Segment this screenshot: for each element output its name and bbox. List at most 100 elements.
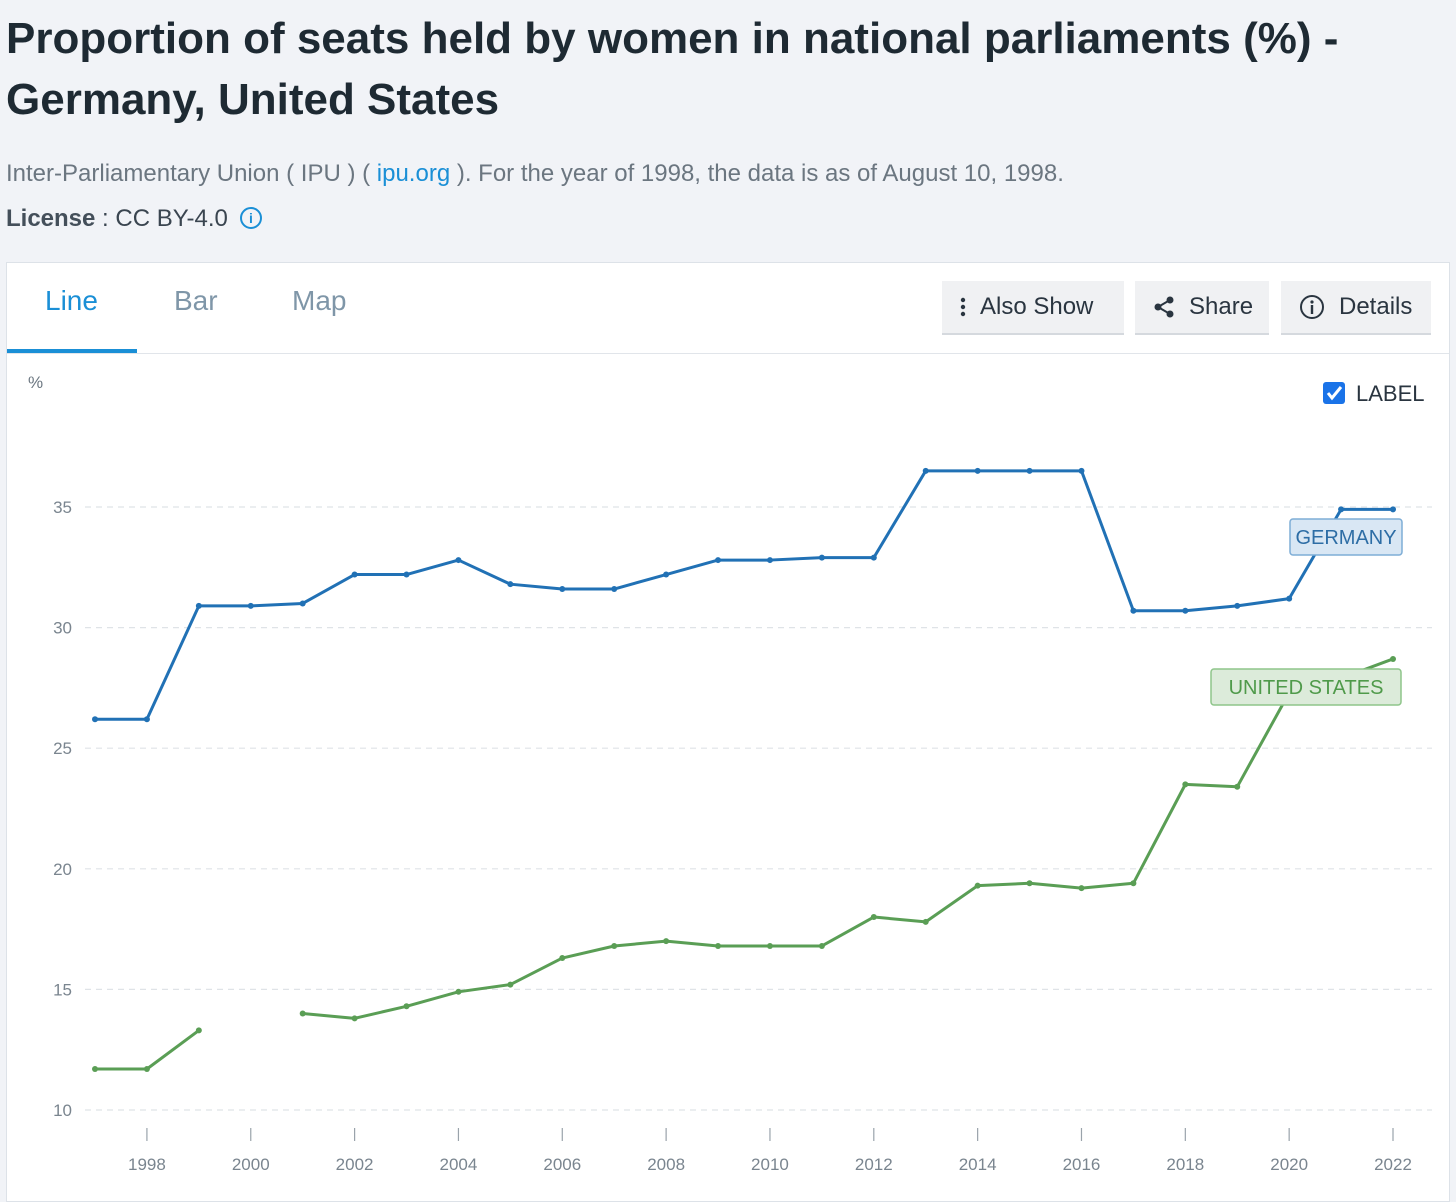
data-point-united-states[interactable]: [195, 1027, 202, 1034]
checkmark-icon: [1326, 386, 1343, 401]
license-label: License: [6, 205, 96, 232]
data-point-germany[interactable]: [663, 571, 670, 578]
data-point-united-states[interactable]: [818, 942, 825, 949]
data-point-germany[interactable]: [766, 557, 773, 564]
data-point-germany[interactable]: [1234, 602, 1241, 609]
x-tick-label: 2000: [232, 1155, 270, 1174]
series-line-united-states: [95, 1029, 200, 1071]
x-tick-label: 2004: [440, 1155, 478, 1174]
tab-line[interactable]: Line: [45, 285, 98, 316]
x-tick-label: 2002: [336, 1155, 374, 1174]
data-point-united-states[interactable]: [870, 914, 877, 921]
data-point-united-states[interactable]: [455, 988, 462, 995]
data-point-united-states[interactable]: [143, 1065, 150, 1072]
share-label: Share: [1189, 293, 1254, 320]
license-value: : CC BY-4.0: [95, 205, 228, 232]
source-prefix: Inter-Parliamentary Union ( IPU ) (: [6, 160, 377, 187]
data-point-united-states[interactable]: [1078, 885, 1085, 892]
page-title: Proportion of seats held by women in nat…: [6, 14, 1339, 124]
y-tick-label: 35: [53, 498, 72, 517]
source-link[interactable]: ipu.org: [376, 160, 451, 187]
data-point-germany[interactable]: [922, 467, 929, 474]
data-point-germany[interactable]: [299, 600, 306, 607]
y-tick-label: 10: [53, 1101, 72, 1120]
y-tick-label: 30: [53, 619, 72, 638]
data-point-germany[interactable]: [974, 467, 981, 474]
data-point-germany[interactable]: [715, 557, 722, 564]
x-tick-label: 2014: [959, 1155, 997, 1174]
x-tick-label: 2010: [751, 1155, 789, 1174]
data-point-germany[interactable]: [870, 554, 877, 561]
active-tab-indicator: [7, 349, 137, 353]
x-tick-label: 2020: [1270, 1155, 1308, 1174]
data-point-germany[interactable]: [1078, 467, 1085, 474]
x-tick-label: 2022: [1374, 1155, 1412, 1174]
data-point-germany[interactable]: [92, 716, 98, 723]
details-label: Details: [1339, 293, 1413, 320]
data-point-united-states[interactable]: [351, 1015, 358, 1022]
data-point-united-states[interactable]: [1130, 880, 1137, 887]
y-tick-label: 25: [53, 739, 72, 758]
x-tick-label: 2012: [855, 1155, 893, 1174]
series-tag-germany: GERMANY: [1289, 518, 1403, 556]
data-point-united-states[interactable]: [92, 1065, 98, 1072]
details-button[interactable]: Details: [1281, 281, 1431, 335]
data-point-germany[interactable]: [195, 602, 202, 609]
label-toggle-text: LABEL: [1356, 381, 1425, 406]
data-point-united-states[interactable]: [1390, 655, 1396, 662]
more-vertical-icon: [960, 297, 966, 317]
data-point-germany[interactable]: [143, 716, 150, 723]
x-tick-label: 2018: [1166, 1155, 1204, 1174]
x-tick-label: 2006: [543, 1155, 581, 1174]
series-line-united-states: [302, 657, 1394, 1020]
data-point-germany[interactable]: [818, 554, 825, 561]
data-point-germany[interactable]: [247, 602, 254, 609]
data-point-united-states[interactable]: [611, 942, 618, 949]
data-point-germany[interactable]: [1286, 595, 1293, 602]
data-point-united-states[interactable]: [715, 942, 722, 949]
y-axis-unit-label: %: [28, 373, 43, 392]
data-point-united-states[interactable]: [559, 955, 566, 962]
data-point-germany[interactable]: [1026, 467, 1033, 474]
also-show-button[interactable]: Also Show: [942, 281, 1124, 335]
x-tick-label: 2008: [647, 1155, 685, 1174]
series-germany: [92, 467, 1396, 723]
data-point-united-states[interactable]: [1026, 880, 1033, 887]
data-point-germany[interactable]: [351, 571, 358, 578]
x-tick-label: 2016: [1063, 1155, 1101, 1174]
data-point-united-states[interactable]: [766, 942, 773, 949]
data-point-united-states[interactable]: [299, 1010, 306, 1017]
label-checkbox[interactable]: [1323, 382, 1345, 404]
data-point-germany[interactable]: [1338, 506, 1345, 513]
data-point-germany[interactable]: [1182, 607, 1189, 614]
tab-bar-chart[interactable]: Bar: [174, 285, 218, 316]
data-point-united-states[interactable]: [507, 981, 514, 988]
data-point-germany[interactable]: [403, 571, 410, 578]
data-point-germany[interactable]: [559, 586, 566, 593]
tab-map[interactable]: Map: [292, 285, 347, 316]
series-tag-label: GERMANY: [1295, 527, 1396, 549]
data-point-united-states[interactable]: [974, 882, 981, 889]
label-toggle[interactable]: LABEL: [1323, 381, 1425, 406]
data-point-united-states[interactable]: [1234, 783, 1241, 790]
data-point-united-states[interactable]: [403, 1003, 410, 1010]
x-tick-label: 1998: [128, 1155, 166, 1174]
license-line: License : CC BY-4.0 i: [6, 205, 262, 233]
data-point-germany[interactable]: [1390, 506, 1396, 513]
data-point-united-states[interactable]: [922, 918, 929, 925]
license-info-icon[interactable]: i: [239, 207, 262, 229]
data-point-germany[interactable]: [507, 581, 514, 588]
data-point-united-states[interactable]: [663, 938, 670, 945]
series-line-germany: [95, 469, 1393, 721]
data-point-united-states[interactable]: [1182, 781, 1189, 788]
data-point-germany[interactable]: [611, 586, 618, 593]
data-point-germany[interactable]: [455, 557, 462, 564]
data-point-germany[interactable]: [1130, 607, 1137, 614]
share-icon: [1153, 295, 1175, 319]
series-tag-box: [1289, 518, 1403, 556]
source-suffix: ). For the year of 1998, the data is as …: [450, 160, 1064, 187]
chart-card: Line Bar Map Also Show Share: [6, 262, 1450, 1202]
share-button[interactable]: Share: [1135, 281, 1269, 335]
tab-bar: Line Bar Map Also Show Share: [7, 263, 1449, 354]
